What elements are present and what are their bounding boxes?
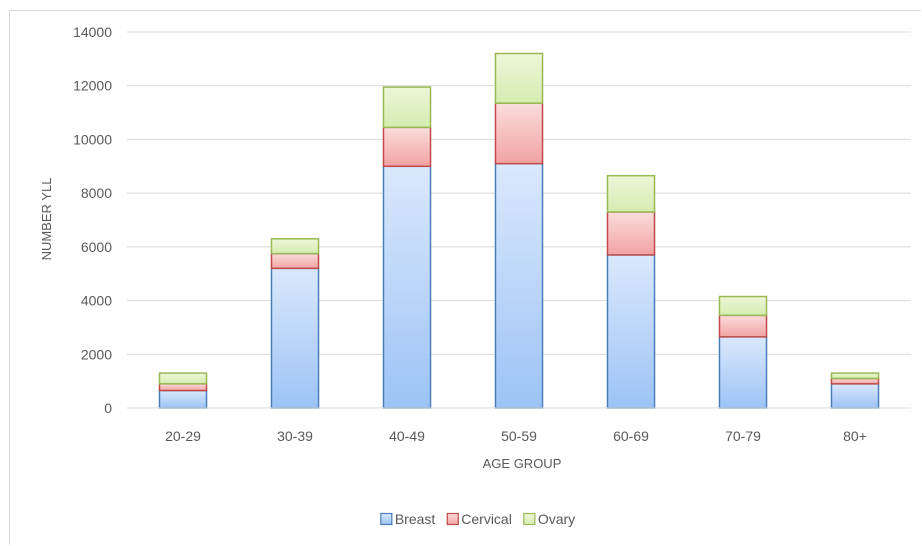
bar-ovary-50-59 [494, 52, 544, 104]
bar-cervical-60-69 [606, 211, 656, 256]
bar-cervical-70-79 [718, 314, 768, 338]
x-tick-label: 60-69 [613, 428, 649, 444]
x-tick-label: 50-59 [501, 428, 537, 444]
legend-swatch-breast [380, 512, 393, 526]
bar-cervical-30-39 [270, 252, 320, 270]
x-tick-label: 20-29 [165, 428, 201, 444]
x-tick-label: 30-39 [277, 428, 313, 444]
bar-breast-50-59 [494, 162, 544, 409]
legend-item-cervical: Cervical [446, 511, 512, 527]
y-tick-label: 14000 [73, 24, 112, 40]
x-axis-title: AGE GROUP [483, 456, 562, 471]
y-tick-label: 8000 [81, 185, 112, 201]
legend-label: Ovary [538, 511, 575, 527]
y-axis-title: NUMBER YLL [39, 178, 54, 261]
bar-ovary-30-39 [270, 238, 320, 255]
y-tick-label: 12000 [73, 78, 112, 94]
bar-ovary-80+ [830, 372, 880, 380]
bar-cervical-80+ [830, 377, 880, 385]
y-tick-label: 2000 [81, 346, 112, 362]
bar-cervical-40-49 [382, 126, 432, 168]
bar-breast-60-69 [606, 254, 656, 409]
x-tick-label: 40-49 [389, 428, 425, 444]
legend: Breast Cervical Ovary [380, 511, 575, 527]
x-tick-label: 70-79 [725, 428, 761, 444]
bar-breast-40-49 [382, 165, 432, 409]
bars [158, 52, 880, 409]
bar-ovary-40-49 [382, 86, 432, 129]
bar-ovary-20-29 [158, 372, 208, 385]
y-tick-label: 6000 [81, 239, 112, 255]
y-tick-label: 4000 [81, 293, 112, 309]
bar-breast-20-29 [158, 389, 208, 409]
y-tick-label: 0 [104, 400, 112, 416]
chart-area [9, 10, 921, 545]
legend-swatch-cervical [446, 512, 459, 526]
legend-swatch-ovary [523, 512, 536, 526]
y-axis-tick-labels: 0 2000 4000 6000 8000 10000 12000 14000 [73, 24, 112, 416]
bar-cervical-20-29 [158, 383, 208, 392]
legend-item-ovary: Ovary [523, 511, 575, 527]
bar-breast-70-79 [718, 336, 768, 409]
bar-breast-80+ [830, 383, 880, 409]
bar-ovary-60-69 [606, 174, 656, 213]
bar-ovary-70-79 [718, 295, 768, 317]
x-axis-tick-labels: 20-29 30-39 40-49 50-59 60-69 70-79 80+ [165, 428, 867, 444]
legend-item-breast: Breast [380, 511, 436, 527]
bar-breast-30-39 [270, 267, 320, 409]
legend-label: Cervical [461, 511, 512, 527]
x-tick-label: 80+ [843, 428, 867, 444]
bar-cervical-50-59 [494, 102, 544, 165]
legend-label: Breast [395, 511, 436, 527]
y-tick-label: 10000 [73, 131, 112, 147]
